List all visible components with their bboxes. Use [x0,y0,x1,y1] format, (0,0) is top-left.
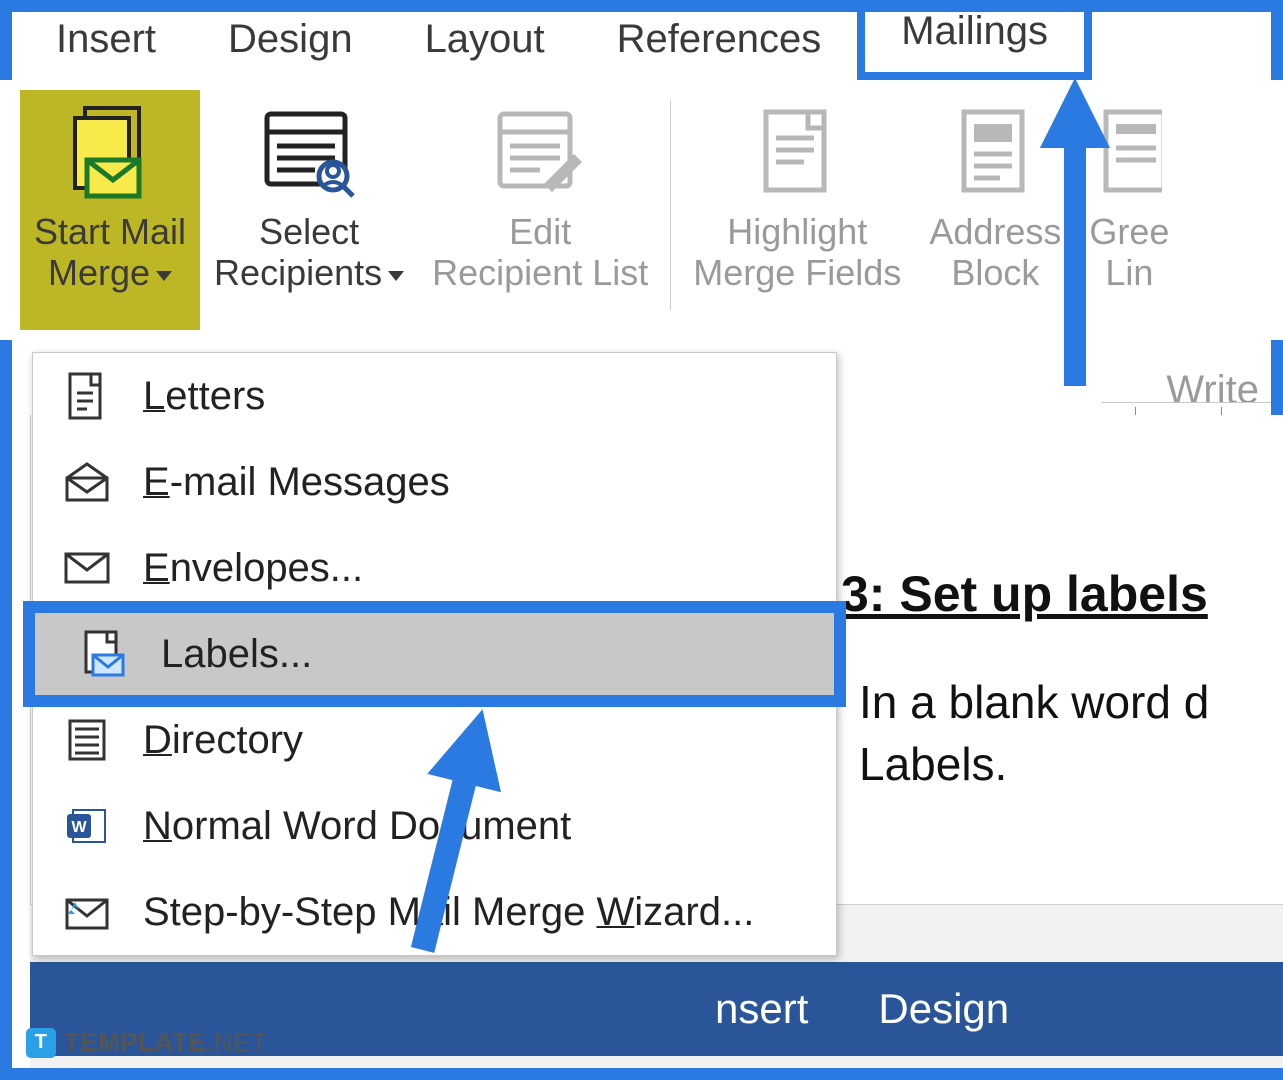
menu-label: E-mail Messages [143,460,450,505]
document-icon [61,370,113,422]
menu-label: Directory [143,718,303,763]
label: Merge Fields [693,252,901,293]
doc-heading: 3: Set up labels [841,565,1283,623]
menu-label: Letters [143,374,265,419]
wizard-icon [61,886,113,938]
word-icon: W [61,800,113,852]
chevron-down-icon [388,271,404,281]
footer-tab-insert[interactable]: nsert [715,985,808,1033]
label: Highlight [727,211,867,252]
label: Start Mail [34,211,186,252]
separator [670,100,671,310]
menu-label: Envelopes... [143,546,363,591]
menu-item-email[interactable]: E-mail Messages [33,439,836,525]
annotation-arrow [1030,78,1120,393]
address-block-icon [952,96,1038,211]
edit-recipient-list-icon [490,96,590,211]
highlight-merge-fields-icon [754,96,840,211]
labels-icon [79,628,131,680]
menu-item-envelopes[interactable]: Envelopes... [33,525,836,611]
start-mail-merge-icon [67,96,153,211]
open-envelope-icon [61,456,113,508]
chevron-down-icon [156,271,172,281]
annotation-arrow [392,708,532,963]
edit-recipient-list-button: Edit Recipient List [418,90,662,330]
label: Recipient List [432,252,648,293]
select-recipients-button[interactable]: Select Recipients [200,90,418,330]
select-recipients-icon [259,96,359,211]
menu-label: Labels... [161,632,312,677]
label: Block [951,252,1039,293]
svg-text:W: W [71,819,87,836]
label: Merge [48,252,150,293]
label: Recipients [214,252,382,293]
doc-body-line: Labels. [859,733,1283,795]
start-mail-merge-button[interactable]: Start Mail Merge [20,90,200,330]
highlight-merge-fields-button: Highlight Merge Fields [679,90,915,330]
menu-item-letters[interactable]: Letters [33,353,836,439]
label: Edit [509,211,571,252]
envelope-icon [61,542,113,594]
doc-body-line: In a blank word d [859,671,1283,733]
directory-icon [61,714,113,766]
menu-item-labels[interactable]: Labels... [33,611,836,697]
footer-tab-design[interactable]: Design [878,985,1009,1033]
watermark-text: TEMPLATE.NET [64,1027,267,1058]
label: Select [259,211,359,252]
watermark-badge: T [26,1028,56,1058]
watermark: T TEMPLATE.NET [26,1027,267,1058]
